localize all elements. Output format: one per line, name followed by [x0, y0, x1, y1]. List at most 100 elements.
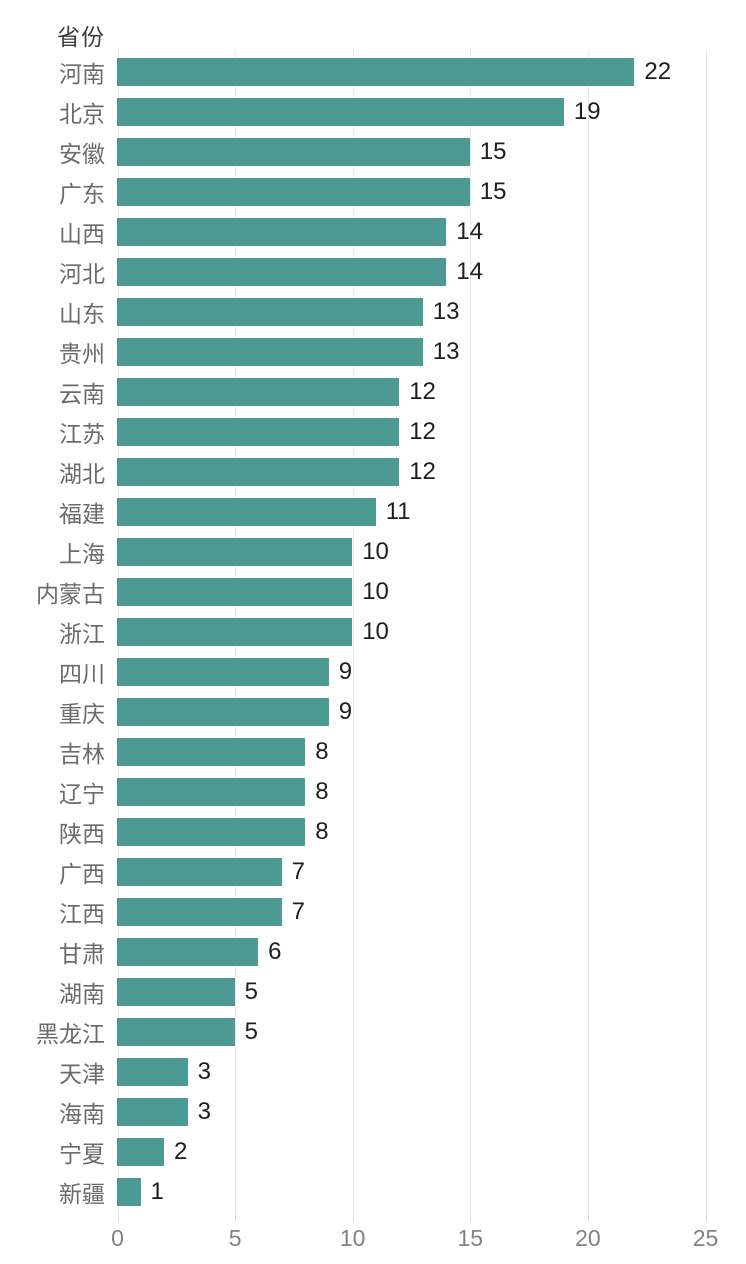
bar[interactable]: [117, 1178, 141, 1206]
value-label: 7: [291, 898, 305, 925]
bar[interactable]: [117, 138, 470, 166]
category-label: 浙江: [59, 621, 105, 647]
bar-row: 重庆 9: [0, 692, 746, 732]
x-tick-mark: [117, 1215, 119, 1221]
x-tick-mark: [470, 1215, 472, 1221]
value-label: 12: [409, 378, 436, 405]
bar[interactable]: [117, 818, 306, 846]
bar-row: 宁夏 2: [0, 1132, 746, 1172]
category-label: 吉林: [59, 741, 105, 767]
bar-row: 安徽 15: [0, 132, 746, 172]
bar[interactable]: [117, 938, 259, 966]
bar[interactable]: [117, 978, 235, 1006]
value-label: 12: [409, 458, 436, 485]
value-label: 11: [385, 498, 411, 525]
bar[interactable]: [117, 578, 353, 606]
value-label: 14: [456, 218, 483, 245]
value-label: 10: [362, 618, 389, 645]
category-label: 上海: [59, 541, 105, 567]
bar[interactable]: [117, 458, 400, 486]
bar-row: 河北 14: [0, 252, 746, 292]
bar-row: 辽宁 8: [0, 772, 746, 812]
bar-row: 海南 3: [0, 1092, 746, 1132]
category-label: 福建: [59, 501, 105, 527]
category-label: 海南: [59, 1101, 105, 1127]
value-label: 14: [456, 258, 483, 285]
bar-row: 贵州 13: [0, 332, 746, 372]
bar[interactable]: [117, 378, 400, 406]
bar[interactable]: [117, 58, 635, 86]
bar[interactable]: [117, 418, 400, 446]
bar-row: 江西 7: [0, 892, 746, 932]
x-axis: 0 5 10 15 20 25: [0, 1215, 746, 1264]
value-label: 12: [409, 418, 436, 445]
bar[interactable]: [117, 658, 329, 686]
bar-row: 内蒙古 10: [0, 572, 746, 612]
value-label: 15: [479, 138, 507, 165]
bar[interactable]: [117, 898, 282, 926]
bar[interactable]: [117, 298, 423, 326]
value-label: 3: [197, 1058, 211, 1085]
category-label: 安徽: [59, 141, 105, 167]
bar[interactable]: [117, 778, 306, 806]
value-label: 19: [573, 98, 601, 125]
value-label: 2: [174, 1138, 188, 1165]
value-label: 5: [244, 1018, 258, 1045]
category-label: 广东: [59, 181, 105, 207]
y-axis-title: 省份: [57, 24, 105, 50]
bar[interactable]: [117, 1018, 235, 1046]
category-label: 黑龙江: [36, 1021, 105, 1047]
bar[interactable]: [117, 498, 376, 526]
x-tick-mark: [705, 1215, 707, 1221]
bar[interactable]: [117, 618, 353, 646]
value-label: 10: [362, 538, 389, 565]
bar-row: 上海 10: [0, 532, 746, 572]
x-tick-label: 10: [339, 1225, 366, 1251]
category-label: 山东: [59, 301, 105, 327]
bar[interactable]: [117, 1058, 188, 1086]
category-label: 河南: [59, 61, 105, 87]
category-label: 陕西: [59, 821, 105, 847]
bar[interactable]: [117, 98, 564, 126]
bar[interactable]: [117, 1098, 188, 1126]
bar-row: 湖南 5: [0, 972, 746, 1012]
x-tick-label: 25: [692, 1225, 719, 1251]
category-label: 江苏: [59, 421, 105, 447]
bar-rows: 河南 22 北京 19 安徽 15 广东 15 山西 14 河北 14 山东 13 贵州 13 云南 12 江苏 12…: [0, 52, 746, 1212]
bar-row: 黑龙江 5: [0, 1012, 746, 1052]
value-label: 5: [244, 978, 258, 1005]
category-label: 四川: [59, 661, 105, 687]
category-label: 河北: [59, 261, 105, 287]
x-tick-label: 0: [111, 1225, 124, 1251]
category-label: 山西: [59, 221, 105, 247]
category-label: 辽宁: [59, 781, 105, 807]
bar-row: 福建 11: [0, 492, 746, 532]
bar-row: 浙江 10: [0, 612, 746, 652]
bar-row: 北京 19: [0, 92, 746, 132]
bar[interactable]: [117, 538, 353, 566]
bar[interactable]: [117, 1138, 164, 1166]
bar-row: 甘肃 6: [0, 932, 746, 972]
bar[interactable]: [117, 858, 282, 886]
x-tick-label: 15: [457, 1225, 484, 1251]
bar[interactable]: [117, 698, 329, 726]
bar[interactable]: [117, 738, 306, 766]
category-label: 天津: [59, 1061, 105, 1087]
category-label: 宁夏: [59, 1141, 105, 1167]
bar-row: 云南 12: [0, 372, 746, 412]
bar-row: 新疆 1: [0, 1172, 746, 1212]
value-label: 10: [362, 578, 389, 605]
category-label: 贵州: [59, 341, 105, 367]
category-label: 湖南: [59, 981, 105, 1007]
bar-row: 山西 14: [0, 212, 746, 252]
bar-row: 江苏 12: [0, 412, 746, 452]
bar[interactable]: [117, 338, 423, 366]
bar-row: 吉林 8: [0, 732, 746, 772]
bar[interactable]: [117, 258, 447, 286]
category-label: 新疆: [59, 1181, 105, 1207]
bar[interactable]: [117, 218, 447, 246]
bar-row: 四川 9: [0, 652, 746, 692]
bar[interactable]: [117, 178, 470, 206]
bar-row: 陕西 8: [0, 812, 746, 852]
